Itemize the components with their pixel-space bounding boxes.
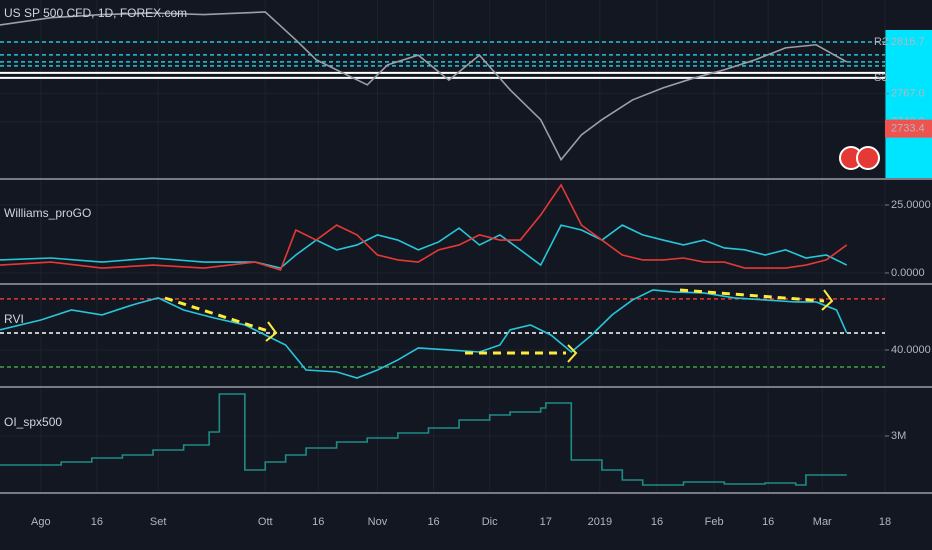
x-tick-label: 16 [762, 516, 774, 528]
pane-title: OI_spx500 [4, 415, 62, 429]
x-tick-label: Feb [705, 516, 724, 528]
level-label: S3 [874, 72, 887, 84]
level-label: R2 [874, 36, 888, 48]
series-line [0, 393, 847, 486]
y-tick-label: 3M [891, 430, 906, 442]
x-tick-label: Ago [31, 516, 51, 528]
trend-arrow [679, 288, 825, 303]
series-line [0, 289, 848, 379]
pane-title: RVI [4, 312, 24, 326]
series-line [0, 11, 848, 162]
x-tick-label: 2019 [588, 516, 612, 528]
last-price-label: 2733.4 [891, 123, 925, 135]
grid [0, 0, 886, 492]
x-tick-label: 16 [91, 516, 103, 528]
x-tick-label: Dic [482, 516, 498, 528]
trend-arrows [164, 288, 825, 355]
x-tick-label: 16 [312, 516, 324, 528]
x-tick-label: 18 [879, 516, 891, 528]
price-axis-highlight [885, 30, 932, 178]
trend-arrow [164, 296, 269, 333]
marks [0, 11, 885, 486]
x-tick-label: 16 [651, 516, 663, 528]
flag-icon [856, 146, 880, 170]
arrow-heads [265, 289, 834, 363]
series-line [0, 183, 848, 271]
arrow-head [821, 289, 834, 311]
y-tick-label: 2767.0 [891, 88, 925, 100]
x-tick-label: Mar [813, 516, 832, 528]
arrow-head [265, 321, 278, 342]
last-price-box [885, 119, 932, 138]
x-tick-label: Nov [368, 516, 388, 528]
y-tick-label: 0.0000 [891, 267, 925, 279]
y-tick-label: 25.0000 [891, 199, 931, 211]
arrow-head [567, 344, 578, 363]
x-tick-label: Ott [258, 516, 273, 528]
y-tick-label: 40.0000 [891, 344, 931, 356]
x-tick-label: 17 [540, 516, 552, 528]
x-tick-label: Set [150, 516, 167, 528]
pane-title: US SP 500 CFD, 1D, FOREX.com [4, 6, 187, 20]
pane-title: Williams_proGO [4, 206, 91, 220]
series-line [0, 224, 848, 269]
y-tick-label: 2816.7 [891, 36, 925, 48]
flag-icons [839, 146, 880, 170]
x-tick-label: 16 [427, 516, 439, 528]
